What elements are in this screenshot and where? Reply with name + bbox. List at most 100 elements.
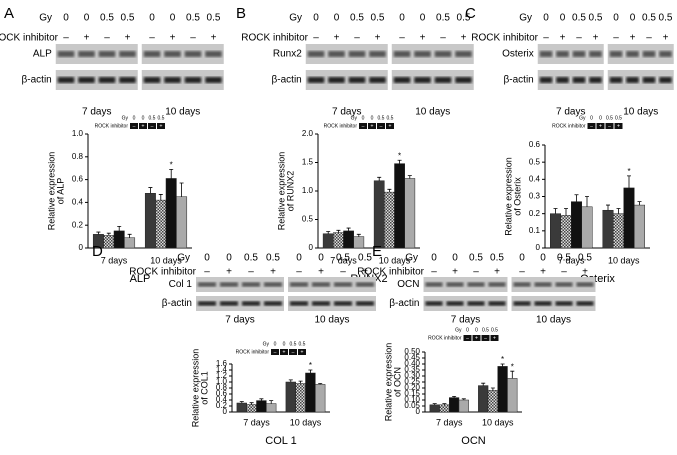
blot-rock: – <box>440 33 446 44</box>
blot-band <box>334 282 352 287</box>
blot-image <box>305 70 388 90</box>
bar <box>333 232 344 249</box>
blot-band <box>184 51 202 57</box>
y-axis-label: of Osterix <box>512 177 522 216</box>
blot-band <box>184 77 202 83</box>
blot-band <box>57 51 75 57</box>
blot-image <box>607 70 674 90</box>
blot-gy: 0.5 <box>457 13 471 24</box>
legend-key <box>481 335 490 341</box>
blot-gy: 0.5 <box>469 253 483 264</box>
blot-image <box>537 44 604 64</box>
blot-band <box>307 77 325 83</box>
blot-band <box>425 301 443 306</box>
blot-image <box>141 70 224 90</box>
blot-rock: + <box>560 33 566 44</box>
y-tick-label: 0 <box>223 407 228 416</box>
y-axis-label: of ALP <box>55 178 65 205</box>
panel-letter: C <box>465 5 476 22</box>
error-bar <box>407 175 412 179</box>
error-bar <box>127 233 132 238</box>
blot-band <box>539 51 553 57</box>
legend-key <box>614 123 623 129</box>
y-tick-label: 1.0 <box>216 377 228 386</box>
legend-rock: – <box>133 123 136 129</box>
blot-band-label: Osterix <box>502 49 534 60</box>
blot-band <box>589 77 602 83</box>
bar <box>458 399 469 413</box>
error-bar <box>249 402 254 405</box>
blot-rock-label: ROCK inhibitor <box>357 267 424 278</box>
blot-group: 7 days <box>82 107 111 118</box>
error-bar <box>397 159 402 164</box>
blot-rock: + <box>461 33 467 44</box>
error-bar <box>239 401 244 403</box>
blot-gy: 0.5 <box>490 253 504 264</box>
blot-rock: – <box>248 267 254 278</box>
blot-band <box>576 301 594 306</box>
blot-band <box>242 282 260 287</box>
bar <box>487 390 498 413</box>
legend-rock: – <box>292 349 295 355</box>
blot-gy: 0 <box>318 253 324 264</box>
legend-rock: – <box>590 123 593 129</box>
blot-band-label: ALP <box>33 49 52 60</box>
error-bar <box>627 175 631 188</box>
blot-band <box>205 51 222 57</box>
error-bar <box>442 403 447 405</box>
bar <box>246 404 257 413</box>
legend-key <box>472 335 481 341</box>
blot-band <box>572 51 586 57</box>
error-bar <box>377 176 382 181</box>
blot-band <box>455 77 472 83</box>
error-bar <box>432 403 437 405</box>
y-tick-label: 0 <box>536 243 541 252</box>
error-bar <box>259 398 264 401</box>
blot-band <box>513 301 531 306</box>
blot-gy: 0 <box>399 13 405 24</box>
blot-group: 7 days <box>225 315 254 326</box>
y-tick-label: 0.6 <box>72 175 84 184</box>
legend-gy: 0.5 <box>387 115 394 121</box>
bar <box>236 402 247 413</box>
bar <box>623 187 635 249</box>
bar <box>581 206 593 249</box>
legend-key <box>298 349 306 355</box>
bar <box>155 199 167 249</box>
blot-band <box>414 77 431 83</box>
x-tick-label: 10 days <box>150 255 182 265</box>
error-bar <box>461 398 466 400</box>
significance: * <box>627 167 630 176</box>
y-tick-label: 0.40 <box>404 359 420 368</box>
x-tick-label: 10 days <box>482 417 514 427</box>
blot-band <box>290 301 308 306</box>
blot-rock: – <box>313 33 319 44</box>
blot-image <box>55 70 138 90</box>
blot-image <box>196 296 284 311</box>
blot-image <box>537 70 604 90</box>
error-bar <box>637 201 642 206</box>
blot-rock: + <box>375 33 381 44</box>
legend-key <box>157 123 165 129</box>
blot-rock: – <box>431 267 437 278</box>
blot-gy: 0 <box>452 253 458 264</box>
bar <box>439 404 450 413</box>
blot-band-label: β-actin <box>162 298 192 309</box>
blot-rock: – <box>519 267 525 278</box>
y-tick-label: 0.8 <box>216 383 228 392</box>
blot-gy: 0 <box>420 13 426 24</box>
blot-rock: + <box>84 33 90 44</box>
significance: * <box>398 151 401 160</box>
error-bar <box>106 232 111 236</box>
y-axis-label: Relative expression <box>503 157 513 236</box>
blot-rock: + <box>630 33 636 44</box>
blot-band <box>119 77 136 83</box>
blot-rock: – <box>399 33 405 44</box>
blot-band <box>334 301 352 306</box>
bar <box>176 196 188 249</box>
blot-gy: 0.5 <box>371 13 385 24</box>
bar <box>497 366 508 413</box>
bar <box>343 230 354 249</box>
legend-rock: – <box>274 349 277 355</box>
error-bar <box>387 188 392 193</box>
